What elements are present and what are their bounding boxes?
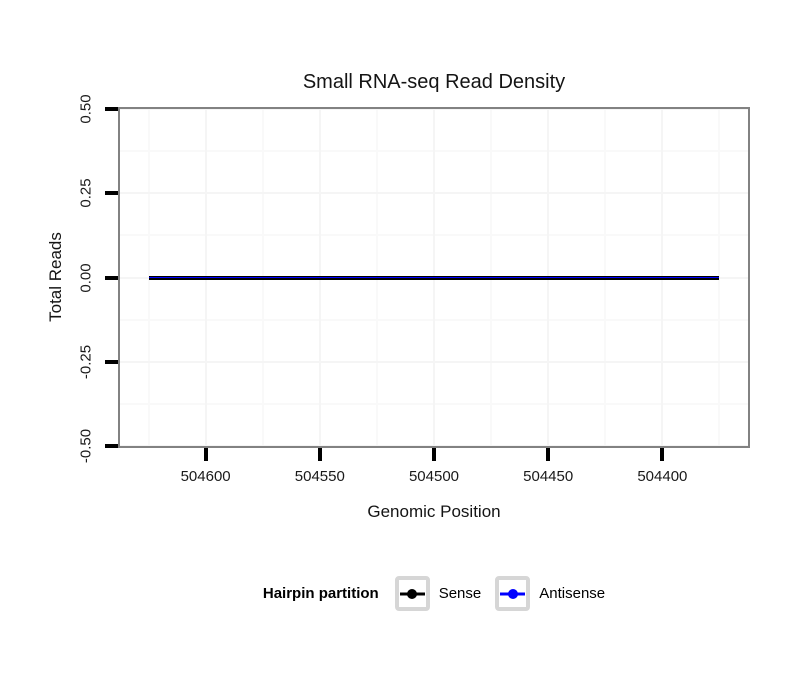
gridline-major-horizontal [120,109,748,110]
legend-label: Antisense [539,585,606,602]
x-tick-mark [203,448,208,461]
x-tick-mark [660,448,665,461]
legend: Hairpin partition Sense Antisense [118,576,750,611]
legend-entries: Sense Antisense [394,576,605,611]
x-axis-title: Genomic Position [367,502,501,521]
y-tick-label-text: 0.25 [77,178,95,208]
plot-panel [118,107,750,448]
series-line-antisense [148,276,720,279]
legend-entry-antisense: Antisense [495,576,605,611]
x-tick-label: 504450 [523,468,574,485]
x-tick-mark [432,448,436,461]
gridline-major-horizontal [120,360,748,363]
legend-key-antisense [495,576,531,611]
legend-key-dot-icon [507,588,518,599]
chart-title: Small RNA-seq Read Density [302,71,566,93]
gridline-major-horizontal [120,445,748,446]
legend-label: Sense [438,585,482,602]
x-tick-mark [546,448,551,461]
x-tick-label: 504500 [408,468,460,485]
x-tick-label: 504400 [637,468,688,485]
y-tick-mark [105,107,118,111]
y-tick-label-text: -0.25 [77,344,95,379]
y-tick-label-text: 0.00 [77,262,95,293]
legend-entry-sense: Sense [394,576,482,611]
legend-key-dot-icon [407,588,418,599]
y-tick-mark [105,275,118,280]
x-tick-mark [317,448,322,461]
y-tick-label-text: 0.50 [77,94,95,124]
y-tick-mark [105,359,118,364]
y-tick-mark [105,444,118,448]
y-axis-title-text: Total Reads [46,232,65,322]
legend-title: Hairpin partition [262,585,379,602]
y-tick-mark [105,191,118,196]
legend-key-sense [394,576,430,611]
x-tick-label: 504550 [294,468,345,485]
gridline-major-horizontal [120,192,748,195]
plot-area [120,109,748,446]
y-tick-label-text: -0.50 [77,428,95,464]
x-tick-label: 504600 [180,468,231,485]
